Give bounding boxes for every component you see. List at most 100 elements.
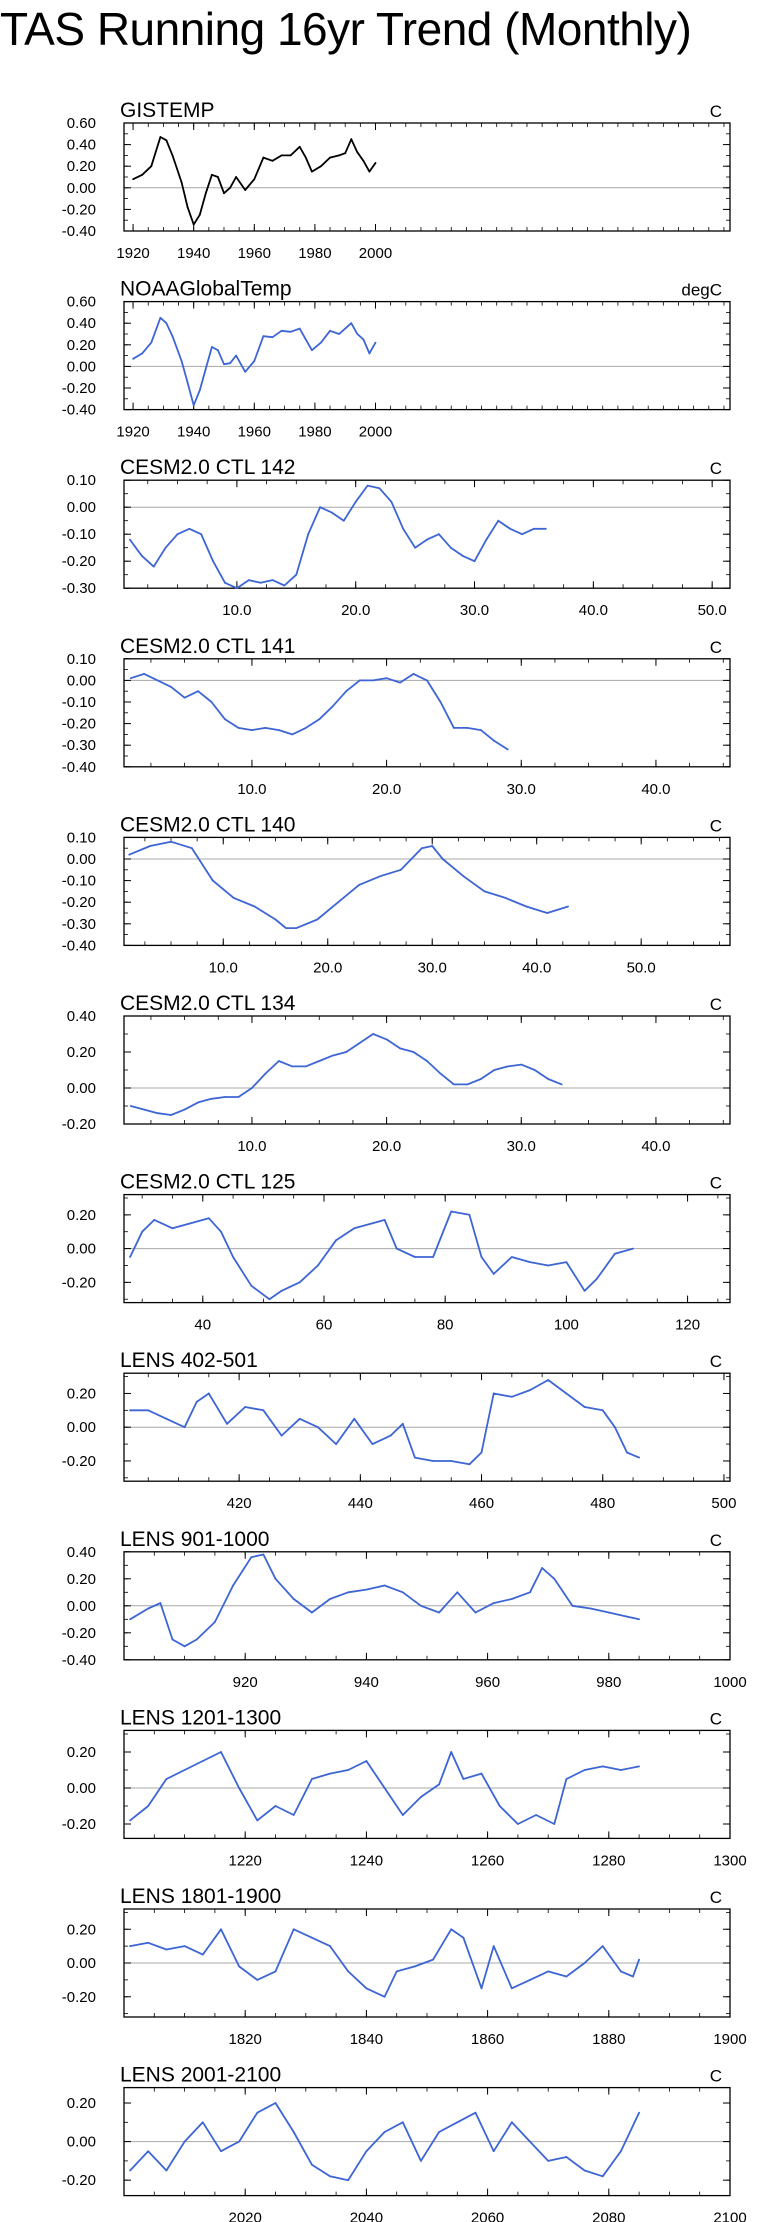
y-tick-label: 0.20: [67, 2095, 96, 2112]
data-point: [510, 1598, 513, 1600]
data-point: [329, 156, 331, 159]
data-point: [533, 1069, 536, 1071]
panel-title: LENS 1801-1900: [120, 1885, 281, 1908]
data-point: [186, 381, 189, 384]
data-point: [553, 1577, 556, 1580]
data-point: [232, 1256, 234, 1258]
data-point: [358, 679, 361, 682]
y-tick-label: -0.20: [62, 380, 96, 397]
data-point: [289, 154, 292, 157]
series-line: [130, 1033, 563, 1116]
data-point: [195, 1400, 198, 1403]
data-point: [565, 1778, 568, 1780]
data-point: [437, 533, 440, 536]
data-point: [601, 2175, 604, 2178]
data-point: [431, 845, 434, 847]
panel-3: CESM2.0 CTL 141 C -0.40 -0.30 -0.20 -0.10 0.00…: [62, 635, 731, 798]
data-point: [638, 1765, 640, 1768]
x-tick-label: 20.0: [372, 1138, 401, 1155]
data-point: [383, 1584, 386, 1587]
data-point: [192, 223, 195, 226]
panel-title: CESM2.0 CTL 134: [120, 992, 296, 1015]
data-point: [583, 1406, 586, 1408]
data-point: [401, 1814, 404, 1816]
y-tick-label: 0.00: [67, 2134, 96, 2151]
data-point: [626, 1615, 628, 1618]
data-point: [268, 1298, 271, 1301]
y-tick-label: 0.10: [67, 829, 96, 846]
data-point: [298, 1417, 301, 1420]
data-point: [220, 1751, 222, 1753]
y-tick-label: 0.60: [67, 115, 96, 132]
data-point: [212, 560, 215, 563]
data-point: [310, 349, 313, 352]
y-tick-label: -0.40: [62, 937, 96, 954]
data-point: [289, 330, 292, 333]
x-tick-label: 1940: [177, 424, 210, 441]
data-point: [262, 156, 265, 159]
data-point: [211, 879, 214, 882]
data-point: [438, 1783, 441, 1786]
data-point: [238, 1787, 241, 1789]
data-point: [583, 1289, 586, 1292]
data-point: [235, 176, 238, 178]
data-point: [253, 178, 256, 181]
data-point: [274, 1970, 277, 1973]
x-tick-label: 10.0: [209, 959, 238, 976]
data-point: [253, 360, 256, 362]
data-point: [492, 1273, 495, 1275]
data-point: [141, 352, 144, 355]
y-tick-label: 0.00: [67, 851, 96, 868]
data-point: [183, 2140, 186, 2143]
data-point: [506, 1065, 509, 1068]
data-point: [253, 905, 256, 908]
x-tick-label: 480: [590, 1495, 615, 1512]
x-tick-label: 920: [233, 1674, 258, 1691]
data-point: [420, 1604, 422, 1607]
panel-11: LENS 2001-2100 C -0.20 0.00 0.20 2020 2040 2060…: [62, 2064, 747, 2222]
data-point: [547, 2159, 550, 2162]
data-point: [353, 1417, 356, 1420]
series-line: [132, 136, 377, 226]
y-tick-label: 0.20: [67, 158, 96, 175]
data-point: [140, 554, 143, 557]
panel-units: C: [710, 459, 722, 478]
x-tick-label: 1840: [350, 2031, 383, 2048]
x-tick-label: 2100: [713, 2210, 746, 2222]
data-point: [331, 705, 334, 708]
data-point: [589, 1607, 592, 1610]
data-point: [295, 927, 298, 930]
y-tick-label: 0.20: [67, 337, 96, 354]
data-point: [565, 2156, 568, 2158]
data-point: [521, 533, 523, 536]
data-point: [229, 362, 231, 365]
y-tick-label: 0.20: [67, 1921, 96, 1938]
y-tick-label: 0.20: [67, 1207, 96, 1224]
x-tick-label: 20.0: [313, 959, 342, 976]
data-point: [183, 1108, 186, 1111]
x-tick-label: 2080: [592, 2210, 625, 2222]
series-line: [129, 1751, 640, 1825]
data-point: [319, 506, 321, 509]
data-point: [197, 1101, 199, 1104]
data-point: [217, 176, 219, 178]
x-tick-label: 2020: [229, 2210, 262, 2222]
data-point: [317, 1426, 319, 1429]
data-point: [395, 1970, 398, 1973]
data-point: [462, 1778, 465, 1780]
y-tick-label: 0.00: [67, 672, 96, 689]
data-point: [262, 335, 265, 338]
x-tick-label: 2040: [350, 2210, 383, 2222]
data-point: [304, 338, 307, 341]
data-point: [450, 1460, 453, 1462]
data-point: [280, 154, 283, 157]
data-point: [250, 1556, 253, 1559]
x-tick-label: 40.0: [641, 781, 670, 798]
data-point: [480, 1987, 483, 1990]
data-point: [547, 1379, 550, 1381]
y-tick-label: -0.30: [62, 916, 96, 933]
y-tick-label: 0.00: [67, 499, 96, 516]
x-tick-label: 1980: [298, 245, 331, 262]
data-point: [371, 1222, 374, 1225]
panel-units: C: [710, 1709, 722, 1728]
